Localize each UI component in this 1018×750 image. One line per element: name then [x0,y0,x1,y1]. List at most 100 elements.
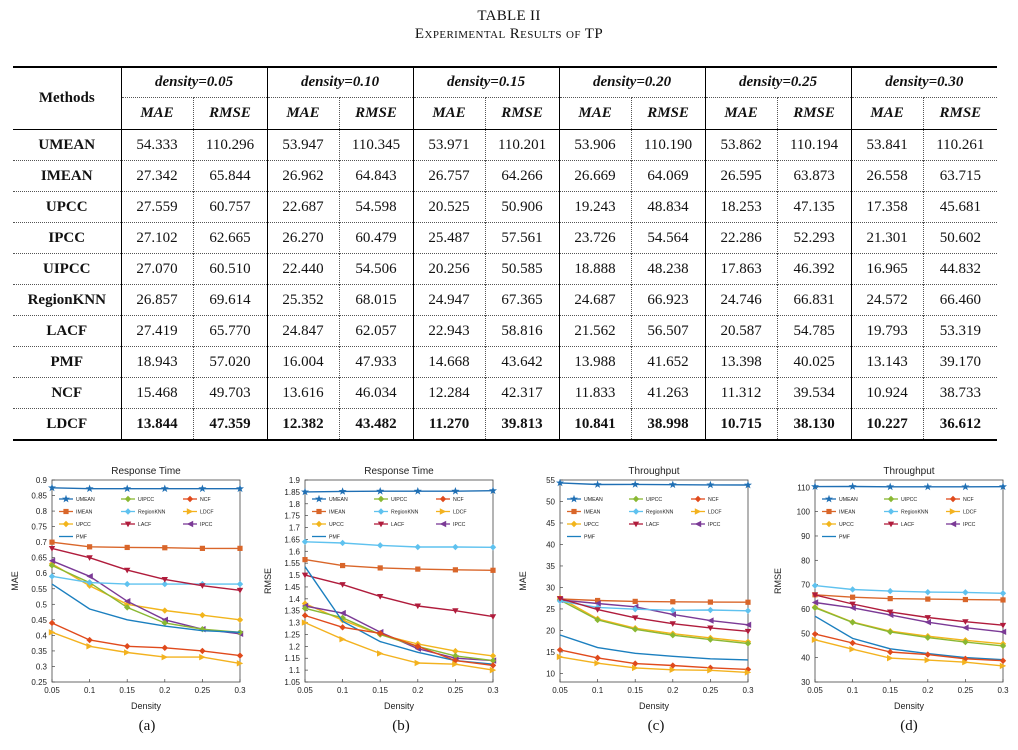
table-cell: 38.733 [922,377,998,409]
x-tick-label: 0.3 [742,686,754,695]
data-point [925,596,931,602]
legend-marker [186,508,194,515]
y-tick-label: 90 [801,532,810,541]
series-lacf [301,572,497,620]
table-cell: 50.602 [922,222,998,254]
chart-a-mae-response-time: Response Time 0.25 0.3 0.35 0.4 0.45 0.5 0.55 0.… [10,466,246,711]
y-axis-label: MAE [10,571,20,591]
x-tick-label: 0.05 [807,686,823,695]
metric-header: RMSE [484,97,560,130]
legend-entry: PMF [76,535,87,541]
legend-marker [124,521,132,528]
table-row: LACF 27.419 65.770 24.847 62.057 22.943 58.816… [13,315,998,347]
chart-c-mae-throughput: Throughput 10 15 20 25 30 35 40 45 50 55 0.05 0.1 0.1… [518,466,754,711]
data-point [744,480,752,489]
sublabel-d: (d) [900,718,918,734]
table-cell: 44.832 [922,253,998,285]
series-upcc [301,600,497,660]
y-tick-label: 0.75 [31,523,47,532]
legend-marker [377,508,385,515]
y-tick-label: 40 [546,540,555,549]
y-tick-label: 0.6 [36,569,48,578]
table-cell: 48.238 [630,253,706,285]
legend-marker [63,508,69,515]
legend-marker [186,495,194,503]
series-line [51,547,241,591]
data-point [340,562,346,569]
data-point [849,619,856,626]
table-cell: 20.256 [412,253,486,285]
table-cell: 66.831 [776,284,852,316]
series-ldcf [556,653,752,676]
results-table: Methods density=0.05 density=0.10 densit… [13,66,998,441]
data-point [924,656,931,664]
series-line [304,541,494,548]
y-tick-label: 0.85 [31,492,47,501]
legend-entry: IMEAN [584,510,601,516]
legend-entry: IPCC [963,522,976,528]
data-point [490,567,496,573]
legend-entry: LDCF [963,510,977,516]
table-cell: 27.342 [120,160,193,192]
data-point [594,600,601,607]
table-cell: 13.398 [704,346,778,378]
table-row: IMEAN 27.342 65.844 26.962 64.843 26.757 64.26… [13,160,998,192]
data-point [161,653,168,661]
table-cell: 22.286 [704,222,778,254]
chart-d-rmse-throughput: Throughput 30 40 50 60 70 80 90 100 110 0.05 0.1 0.1… [773,466,1009,711]
data-point [86,555,93,561]
table-cell: 63.715 [922,160,998,192]
series-ipcc [48,557,244,638]
series-regionknn [811,582,1007,597]
y-tick-label: 1.45 [284,583,300,592]
series-line [559,599,749,626]
sublabel-b: (b) [392,718,410,734]
data-point [887,654,894,662]
legend-marker [315,494,323,503]
table-cell: 18.888 [558,253,632,285]
table-cell: 21.301 [850,222,924,254]
legend-marker [949,495,957,503]
table-row: UMEAN 54.333 110.296 53.947 110.345 53.971 110… [13,129,998,161]
table-cell: 13.844 [120,408,193,441]
y-tick-label: 100 [797,508,811,517]
data-point [556,596,564,602]
legend-entry: LACF [646,522,659,528]
metric-header: RMSE [922,97,998,130]
series-line [814,601,1004,633]
table-cell: 26.669 [558,160,632,192]
table-cell: 41.652 [630,346,706,378]
data-point [489,614,497,620]
x-tick-label: 0.3 [234,686,246,695]
data-point [415,566,421,572]
data-point [160,484,169,493]
data-point [556,478,564,487]
y-tick-label: 110 [797,483,810,492]
series-line [304,574,494,618]
table-cell: 60.757 [192,191,268,223]
table-cell: 27.070 [120,253,193,285]
data-point [301,600,309,607]
metric-header: RMSE [192,97,268,130]
data-point [744,669,752,676]
chart-title: Throughput [628,466,679,477]
series-lacf [811,592,1007,629]
metric-header: MAE [558,97,632,130]
data-point [999,482,1007,491]
series-line [814,594,1004,601]
legend-marker [694,520,702,528]
legend-marker [62,520,70,528]
legend-entry: RegionKNN [391,510,419,516]
legend-entry: IMEAN [76,510,93,516]
data-point [123,484,132,493]
table-cell: 11.833 [558,377,632,409]
y-tick-label: 25 [546,605,555,614]
data-point [669,611,676,618]
series-line [51,631,241,665]
legend-marker [632,495,640,503]
data-point [811,630,819,638]
density-header: density=0.20 [558,66,706,98]
table-row: UIPCC 27.070 60.510 22.440 54.506 20.256 50.58… [13,253,998,285]
data-point [594,659,601,667]
x-tick-label: 0.3 [997,686,1009,695]
